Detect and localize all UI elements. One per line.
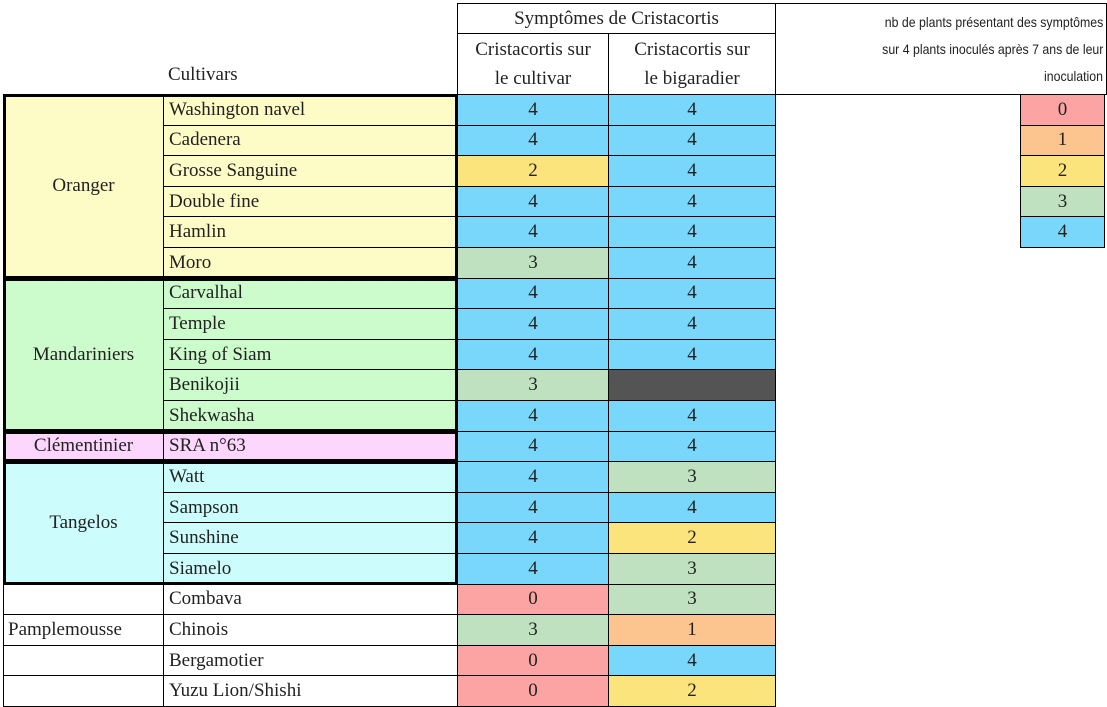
value-cell: 3 bbox=[608, 553, 776, 585]
value-cell: 4 bbox=[608, 644, 776, 677]
column-header-line: Cristacortis sur bbox=[634, 39, 750, 60]
value-cell: 4 bbox=[608, 185, 776, 218]
cultivar-cell: Moro bbox=[163, 247, 458, 279]
value-cell: 1 bbox=[608, 614, 776, 646]
value-cell: 3 bbox=[457, 369, 609, 401]
group-label: Mandariniers bbox=[3, 277, 164, 432]
cultivar-cell: Benikojii bbox=[163, 369, 458, 401]
column-header-line: Cristacortis sur bbox=[475, 39, 591, 60]
value-cell: 4 bbox=[457, 185, 609, 218]
column-header: Cristacortis sur le bigaradier bbox=[608, 33, 776, 95]
cultivar-cell: Yuzu Lion/Shishi bbox=[163, 675, 458, 707]
legend-title: nb de plants présentant des symptômes sur… bbox=[775, 3, 1107, 95]
value-cell: 4 bbox=[608, 216, 776, 248]
value-cell: 4 bbox=[608, 124, 776, 157]
cultivar-cell: Carvalhal bbox=[163, 277, 458, 310]
cultivar-cell: Temple bbox=[163, 308, 458, 340]
cultivar-cell: Cadenera bbox=[163, 124, 458, 157]
value-cell: 4 bbox=[457, 491, 609, 524]
value-cell: 4 bbox=[608, 491, 776, 524]
value-cell: 3 bbox=[608, 461, 776, 493]
value-cell: 4 bbox=[457, 522, 609, 554]
value-cell: 4 bbox=[457, 400, 609, 432]
legend-item: 4 bbox=[1020, 216, 1105, 248]
legend-item: 0 bbox=[1020, 94, 1105, 126]
value-cell: 0 bbox=[457, 644, 609, 677]
cultivar-cell: Combava bbox=[163, 583, 458, 616]
cultivar-cell: Siamelo bbox=[163, 553, 458, 585]
header-title: Symptômes de Cristacortis bbox=[457, 3, 776, 34]
value-cell bbox=[608, 369, 776, 401]
value-cell: 3 bbox=[457, 614, 609, 646]
cultivar-cell: Sampson bbox=[163, 491, 458, 524]
group-cell: Pamplemousse bbox=[3, 614, 164, 646]
value-cell: 4 bbox=[457, 94, 609, 126]
group-frame bbox=[3, 461, 458, 585]
cultivar-cell: Hamlin bbox=[163, 216, 458, 248]
group-cell bbox=[3, 583, 164, 616]
value-cell: 0 bbox=[457, 675, 609, 707]
group-label: Tangelos bbox=[3, 461, 164, 585]
column-header: Cristacortis sur le cultivar bbox=[457, 33, 609, 95]
value-cell: 3 bbox=[608, 583, 776, 616]
value-cell: 4 bbox=[457, 124, 609, 157]
value-cell: 4 bbox=[457, 308, 609, 340]
group-label: Oranger bbox=[3, 94, 164, 279]
cultivar-cell: Chinois bbox=[163, 614, 458, 646]
legend-item: 1 bbox=[1020, 124, 1105, 157]
group-cell bbox=[3, 644, 164, 677]
value-cell: 2 bbox=[457, 155, 609, 187]
value-cell: 4 bbox=[608, 94, 776, 126]
value-cell: 4 bbox=[457, 553, 609, 585]
column-header-line: le cultivar bbox=[494, 68, 572, 89]
legend-item: 2 bbox=[1020, 155, 1105, 187]
cultivar-cell: Double fine bbox=[163, 185, 458, 218]
value-cell: 4 bbox=[457, 216, 609, 248]
value-cell: 3 bbox=[457, 247, 609, 279]
cultivar-cell: Watt bbox=[163, 461, 458, 493]
column-header-line: le bigaradier bbox=[644, 68, 740, 89]
group-frame bbox=[3, 277, 458, 432]
group-frame bbox=[3, 94, 458, 279]
value-cell: 2 bbox=[608, 675, 776, 707]
value-cell: 4 bbox=[457, 277, 609, 310]
value-cell: 4 bbox=[457, 338, 609, 371]
group-label: Clémentinier bbox=[3, 430, 164, 463]
cultivar-cell: Shekwasha bbox=[163, 400, 458, 432]
value-cell: 4 bbox=[608, 155, 776, 187]
group-frame bbox=[3, 430, 458, 463]
value-cell: 4 bbox=[608, 430, 776, 463]
value-cell: 4 bbox=[457, 430, 609, 463]
value-cell: 4 bbox=[608, 247, 776, 279]
value-cell: 4 bbox=[608, 308, 776, 340]
legend-title-line: inoculation bbox=[1044, 67, 1103, 84]
legend-title-line: sur 4 plants inoculés après 7 ans de leu… bbox=[881, 40, 1103, 57]
row-label-header: Cultivars bbox=[168, 64, 238, 85]
value-cell: 4 bbox=[457, 461, 609, 493]
value-cell: 2 bbox=[608, 522, 776, 554]
group-cell bbox=[3, 675, 164, 707]
cultivar-cell: Bergamotier bbox=[163, 644, 458, 677]
value-cell: 0 bbox=[457, 583, 609, 616]
value-cell: 4 bbox=[608, 400, 776, 432]
cultivar-cell: SRA n°63 bbox=[163, 430, 458, 463]
value-cell: 4 bbox=[608, 338, 776, 371]
legend-item: 3 bbox=[1020, 185, 1105, 218]
legend-title-line: nb de plants présentant des symptômes bbox=[884, 13, 1103, 30]
value-cell: 4 bbox=[608, 277, 776, 310]
